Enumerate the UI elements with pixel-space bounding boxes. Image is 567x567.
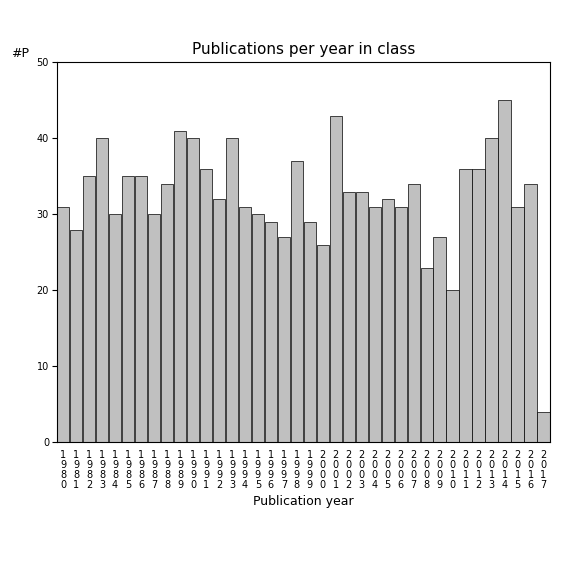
Bar: [187, 138, 199, 442]
Bar: [122, 176, 134, 442]
Bar: [252, 214, 264, 442]
Bar: [408, 184, 420, 442]
Bar: [291, 161, 303, 442]
Bar: [70, 230, 82, 442]
Bar: [96, 138, 108, 442]
Bar: [265, 222, 277, 442]
Bar: [498, 100, 511, 442]
Bar: [434, 237, 446, 442]
Bar: [369, 207, 381, 442]
Bar: [382, 199, 394, 442]
Bar: [226, 138, 238, 442]
Bar: [278, 237, 290, 442]
Bar: [109, 214, 121, 442]
Bar: [511, 207, 524, 442]
Bar: [421, 268, 433, 442]
Bar: [446, 290, 459, 442]
Bar: [83, 176, 95, 442]
Bar: [356, 192, 368, 442]
Bar: [342, 192, 355, 442]
Bar: [395, 207, 407, 442]
Bar: [161, 184, 173, 442]
Bar: [174, 131, 186, 442]
Bar: [135, 176, 147, 442]
Bar: [459, 169, 472, 442]
Bar: [316, 245, 329, 442]
Bar: [239, 207, 251, 442]
Text: #P: #P: [11, 46, 29, 60]
Bar: [57, 207, 69, 442]
Bar: [304, 222, 316, 442]
Bar: [213, 199, 225, 442]
Bar: [524, 184, 537, 442]
X-axis label: Publication year: Publication year: [253, 496, 354, 509]
Bar: [200, 169, 212, 442]
Bar: [329, 116, 342, 442]
Title: Publications per year in class: Publications per year in class: [192, 42, 415, 57]
Bar: [472, 169, 485, 442]
Bar: [538, 412, 549, 442]
Bar: [485, 138, 498, 442]
Bar: [148, 214, 160, 442]
